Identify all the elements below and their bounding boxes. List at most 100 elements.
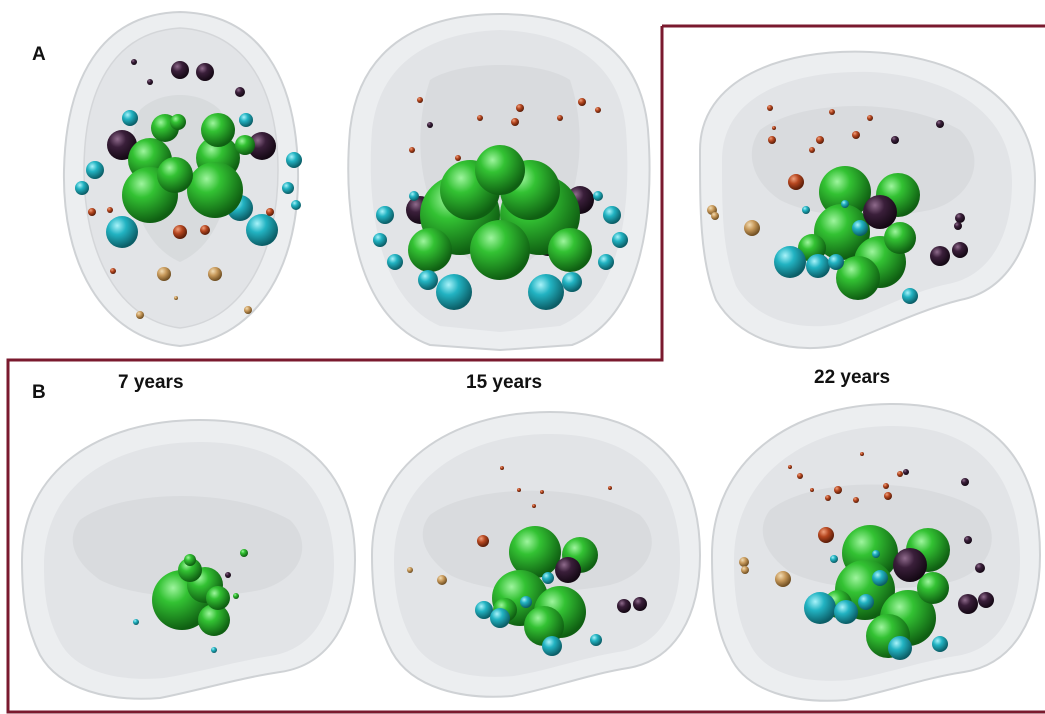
rust-node [532, 504, 536, 508]
green-node [884, 222, 916, 254]
green-node [475, 145, 525, 195]
purple-node [235, 87, 245, 97]
cyan-node [841, 200, 849, 208]
green-node [170, 114, 186, 130]
rust-node [897, 471, 903, 477]
cyan-node [804, 592, 836, 624]
tan-node [244, 306, 252, 314]
cyan-node [774, 246, 806, 278]
rust-node [557, 115, 563, 121]
panel-a-sagittal-nodes [707, 105, 968, 304]
green-node [235, 135, 255, 155]
cyan-node [802, 206, 810, 214]
tan-node [437, 575, 447, 585]
rust-node [477, 115, 483, 121]
cyan-node [542, 572, 554, 584]
panel-a-coronal-nodes [373, 97, 628, 310]
cyan-node [75, 181, 89, 195]
purple-node [955, 213, 965, 223]
rust-node [88, 208, 96, 216]
purple-node [555, 557, 581, 583]
rust-node [517, 488, 521, 492]
cyan-node [828, 254, 844, 270]
cyan-node [872, 550, 880, 558]
cyan-node [528, 274, 564, 310]
rust-node [788, 174, 804, 190]
rust-node [883, 483, 889, 489]
cyan-node [806, 254, 830, 278]
green-node [206, 586, 230, 610]
green-node [201, 113, 235, 147]
cyan-node [542, 636, 562, 656]
cyan-node [490, 608, 510, 628]
cyan-node [133, 619, 139, 625]
purple-node [978, 592, 994, 608]
tan-node [136, 311, 144, 319]
panel-a-axial-nodes [75, 59, 302, 319]
purple-node [936, 120, 944, 128]
rust-node [110, 268, 116, 274]
green-node [819, 166, 871, 218]
cyan-node [373, 233, 387, 247]
cyan-node [376, 206, 394, 224]
cyan-node [475, 601, 493, 619]
cyan-node [520, 596, 532, 608]
green-node [509, 526, 561, 578]
rust-node [867, 115, 873, 121]
rust-node [107, 207, 113, 213]
purple-node [147, 79, 153, 85]
cyan-node [436, 274, 472, 310]
rust-node [860, 452, 864, 456]
green-node [184, 554, 196, 566]
tan-node [741, 566, 749, 574]
tan-node [407, 567, 413, 573]
rust-node [825, 495, 831, 501]
rust-node [500, 466, 504, 470]
rust-node [595, 107, 601, 113]
green-node [240, 549, 248, 557]
purple-node [131, 59, 137, 65]
green-node [157, 157, 193, 193]
rust-node [477, 535, 489, 547]
purple-node [975, 563, 985, 573]
purple-node [248, 132, 276, 160]
cyan-node [562, 272, 582, 292]
green-node [470, 220, 530, 280]
rust-node [809, 147, 815, 153]
cyan-node [872, 570, 888, 586]
rust-node [409, 147, 415, 153]
purple-node [891, 136, 899, 144]
cyan-node [598, 254, 614, 270]
green-node [198, 604, 230, 636]
cyan-node [291, 200, 301, 210]
green-node [187, 162, 243, 218]
rust-node [788, 465, 792, 469]
cyan-node [211, 647, 217, 653]
purple-node [903, 469, 909, 475]
rust-node [540, 490, 544, 494]
panel-b-label: B [32, 382, 46, 403]
rust-node [772, 126, 776, 130]
cyan-node [852, 220, 868, 236]
green-node [917, 572, 949, 604]
cyan-node [830, 555, 838, 563]
panel-a-frame [6, 24, 1045, 714]
age-label-15-years: 15 years [466, 372, 543, 393]
cyan-node [834, 600, 858, 624]
age-label-7-years: 7 years [118, 372, 184, 393]
rust-node [768, 136, 776, 144]
tan-node [174, 296, 178, 300]
rust-node [173, 225, 187, 239]
panel-b-15-years-nodes [407, 466, 647, 656]
green-node [836, 256, 880, 300]
rust-node [810, 488, 814, 492]
cyan-node [106, 216, 138, 248]
rust-node [608, 486, 612, 490]
cyan-node [593, 191, 603, 201]
purple-node [863, 195, 897, 229]
purple-node [225, 572, 231, 578]
rust-node [829, 109, 835, 115]
cyan-node [858, 594, 874, 610]
